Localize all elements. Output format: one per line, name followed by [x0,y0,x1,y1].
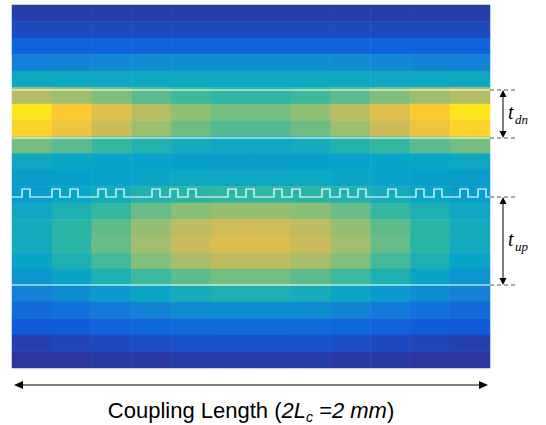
svg-text:): ) [387,398,394,423]
svg-text:dn: dn [515,112,528,127]
svg-text:up: up [515,239,529,254]
svg-text:Coupling Length (: Coupling Length ( [108,398,282,423]
svg-text:t: t [508,101,514,123]
svg-text:2L: 2L [280,398,305,423]
svg-text:=2 mm: =2 mm [313,398,387,423]
svg-text:t: t [508,228,514,250]
svg-text:c: c [306,409,313,425]
